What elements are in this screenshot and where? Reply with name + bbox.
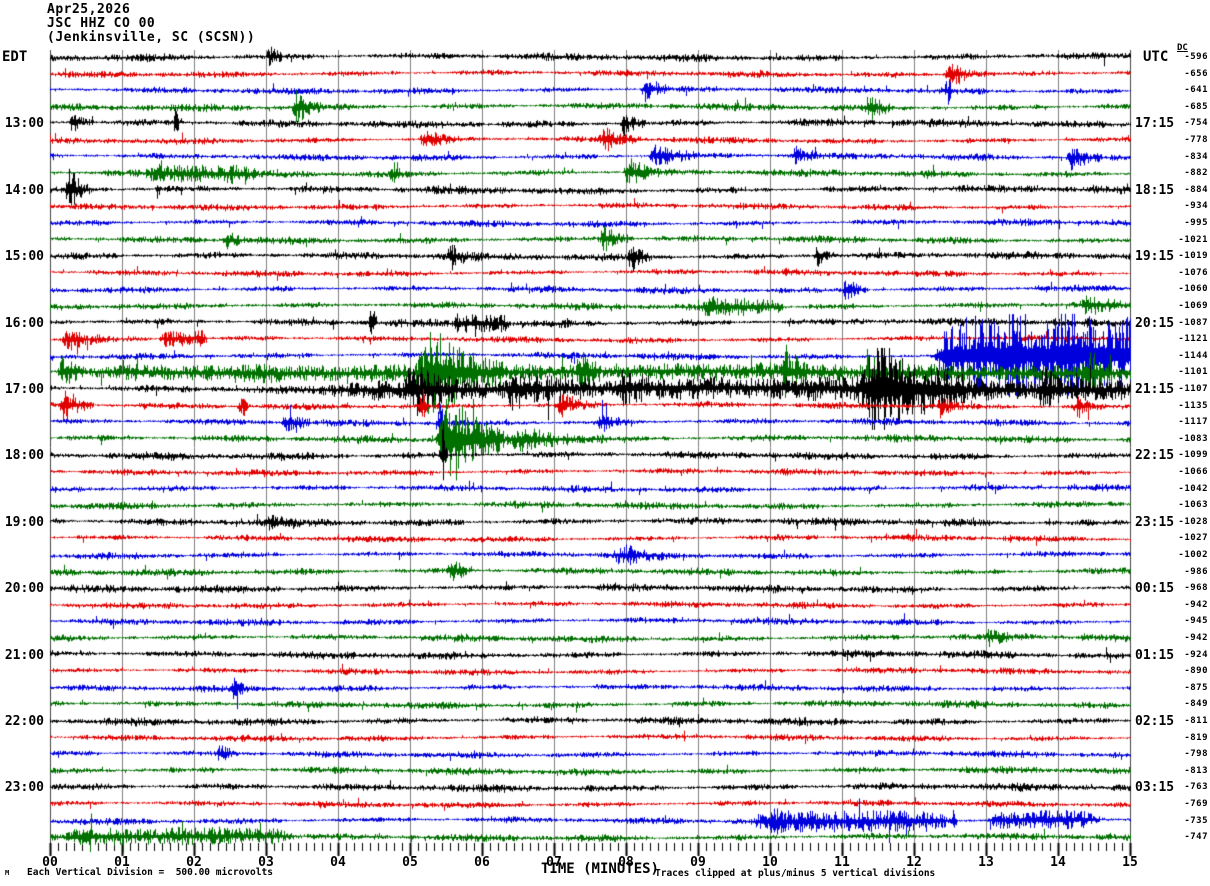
dc-offset-value: -968	[1184, 583, 1208, 594]
utc-hour-label: 03:15	[1135, 780, 1175, 796]
dc-offset-value: -754	[1184, 118, 1208, 129]
dc-offset-value: -1069	[1178, 301, 1208, 311]
dc-offset-value: -1117	[1178, 417, 1208, 428]
edt-hour-label: 20:00	[4, 581, 44, 597]
dc-offset-value: -1066	[1178, 467, 1208, 477]
dc-offset-value: -813	[1184, 765, 1208, 776]
edt-hour-label: 18:00	[4, 448, 44, 464]
watermark-glyph: M	[5, 869, 10, 877]
dc-offset-value: -890	[1184, 666, 1208, 677]
dc-offset-value: -1042	[1178, 483, 1208, 494]
minute-tick-label: 10	[762, 855, 778, 870]
dc-offset-value: -834	[1184, 151, 1208, 162]
dc-offset-value: -995	[1184, 218, 1208, 228]
dc-offset-value: -945	[1184, 616, 1208, 627]
minute-tick-label: 09	[690, 855, 706, 870]
minute-tick-label: 06	[474, 855, 490, 870]
minute-tick-label: 02	[186, 855, 202, 870]
utc-hour-label: 00:15	[1135, 581, 1175, 597]
dc-offset-value: -735	[1184, 815, 1208, 826]
dc-offset-value: -811	[1184, 716, 1208, 726]
dc-offset-value: -1135	[1178, 400, 1208, 411]
dc-offset-value: -942	[1184, 633, 1208, 643]
dc-offset-value: -1144	[1178, 350, 1208, 361]
minute-tick-label: 15	[1122, 855, 1138, 870]
dc-offset-value: -1121	[1178, 334, 1208, 345]
dc-offset-value: -763	[1184, 782, 1208, 793]
dc-offset-value: -1021	[1178, 234, 1208, 245]
utc-hour-label: 19:15	[1135, 249, 1175, 265]
edt-hour-label: 23:00	[4, 780, 44, 796]
minute-tick-label: 12	[906, 855, 922, 870]
dc-offset-value: -685	[1184, 101, 1208, 112]
dc-offset-value: -1028	[1178, 516, 1208, 527]
dc-offset-value: -596	[1184, 52, 1208, 62]
utc-hour-label: 02:15	[1135, 714, 1175, 729]
minute-tick-label: 01	[114, 855, 130, 870]
minute-tick-label: 03	[258, 855, 274, 870]
edt-hour-label: 14:00	[4, 182, 44, 198]
dc-offset-value: -924	[1184, 649, 1208, 660]
title-station: JSC HHZ CO 00	[47, 16, 156, 31]
dc-offset-value: -1083	[1178, 433, 1208, 444]
edt-hour-label: 13:00	[4, 116, 44, 132]
dc-offset-value: -1076	[1178, 267, 1208, 278]
dc-offset-value: -1027	[1178, 533, 1208, 544]
clip-note: Traces clipped at plus/minus 5 vertical …	[655, 868, 936, 879]
edt-hour-label: 16:00	[4, 315, 44, 331]
minute-tick-label: 13	[978, 855, 994, 870]
utc-hour-label: 21:15	[1135, 382, 1175, 397]
dc-offset-value: -986	[1184, 566, 1208, 577]
dc-offset-value: -778	[1184, 135, 1208, 145]
edt-hour-label: 19:00	[4, 514, 44, 530]
dc-offset-value: -875	[1184, 682, 1208, 693]
dc-offset-value: -1002	[1178, 550, 1208, 560]
title-date: Apr25,2026	[47, 2, 131, 17]
dc-offset-value: -747	[1184, 832, 1208, 843]
minute-tick-label: 00	[42, 855, 58, 870]
edt-hour-label: 21:00	[4, 647, 44, 663]
edt-hour-label: 15:00	[4, 249, 44, 265]
minute-tick-label: 04	[330, 855, 346, 870]
utc-hour-label: 20:15	[1135, 315, 1175, 331]
dc-offset-value: -849	[1184, 699, 1208, 710]
minute-tick-label: 08	[618, 855, 634, 870]
minute-tick-label: 07	[546, 855, 562, 870]
minute-tick-label: 14	[1050, 855, 1066, 870]
minute-tick-label: 11	[834, 855, 850, 870]
dc-offset-value: -819	[1184, 732, 1208, 743]
x-axis-title: TIME (MINUTES)	[540, 861, 659, 877]
utc-hour-label: 01:15	[1135, 647, 1175, 663]
title-location: (Jenkinsville, SC (SCSN))	[47, 30, 256, 45]
dc-offset-value: -1087	[1178, 317, 1208, 328]
utc-hour-label: 17:15	[1135, 116, 1175, 132]
dc-offset-value: -1107	[1178, 384, 1208, 394]
edt-hour-label: 22:00	[4, 714, 44, 729]
dc-offset-value: -884	[1184, 184, 1208, 195]
dc-offset-value: -1101	[1178, 367, 1208, 378]
utc-hour-label: 23:15	[1135, 514, 1175, 530]
dc-offset-value: -1063	[1178, 500, 1208, 511]
minute-tick-label: 05	[402, 855, 418, 870]
dc-offset-value: -641	[1184, 85, 1208, 96]
dc-offset-value: -942	[1184, 599, 1208, 610]
dc-offset-value: -882	[1184, 168, 1208, 179]
dc-offset-value: -1099	[1178, 450, 1208, 461]
vertical-division-note: Each Vertical Division = 500.00 microvol…	[27, 867, 273, 878]
dc-offset-value: -1060	[1178, 284, 1208, 295]
utc-hour-label: 18:15	[1135, 182, 1175, 198]
dc-offset-value: -769	[1184, 799, 1208, 809]
dc-offset-value: -934	[1184, 201, 1208, 212]
utc-hour-label: 22:15	[1135, 448, 1175, 464]
right-timezone-label: UTC	[1143, 49, 1169, 65]
edt-hour-label: 17:00	[4, 382, 44, 397]
left-timezone-label: EDT	[2, 49, 28, 65]
dc-offset-value: -1019	[1178, 251, 1208, 262]
dc-offset-value: -656	[1184, 68, 1208, 79]
dc-offset-header: DC	[1177, 43, 1188, 53]
dc-offset-value: -798	[1184, 749, 1208, 760]
